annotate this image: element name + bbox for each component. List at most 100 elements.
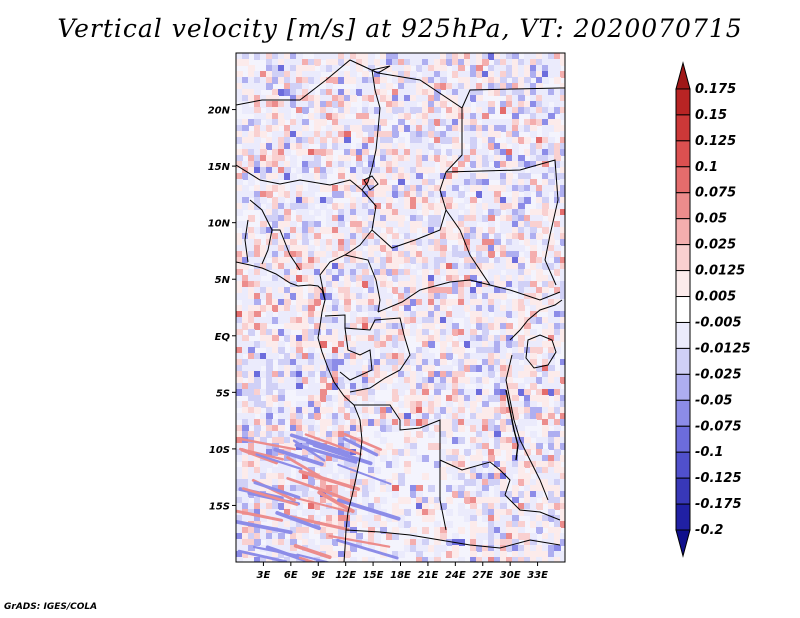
field-cell (404, 305, 411, 312)
field-cell (530, 317, 537, 324)
field-cell (494, 533, 501, 540)
lon-tick-label: 3E (257, 570, 271, 581)
field-cell (548, 185, 555, 192)
field-cell (422, 149, 429, 156)
field-cell (536, 299, 543, 306)
field-cell (446, 119, 453, 126)
field-cell (380, 173, 387, 180)
field-cell (260, 305, 267, 312)
field-cell (434, 377, 441, 384)
field-cell (464, 359, 471, 366)
field-cell (488, 107, 495, 114)
field-cell (476, 533, 483, 540)
field-cell (506, 149, 513, 156)
field-cell (488, 341, 495, 348)
field-cell (548, 95, 555, 102)
field-cell (248, 317, 255, 324)
field-cell (542, 179, 549, 186)
field-cell (560, 179, 565, 186)
field-cell (248, 401, 255, 408)
field-cell (506, 161, 513, 168)
field-cell (476, 557, 483, 562)
field-cell (518, 491, 525, 498)
field-cell (302, 377, 309, 384)
field-cell (482, 59, 489, 66)
field-cell (488, 191, 495, 198)
field-cell (464, 119, 471, 126)
field-cell (428, 299, 435, 306)
field-cell (542, 263, 549, 270)
field-cell (554, 281, 561, 288)
field-cell (434, 287, 441, 294)
field-cell (416, 107, 423, 114)
field-cell (290, 245, 297, 252)
field-cell (278, 137, 285, 144)
field-cell (302, 269, 309, 276)
field-cell (422, 221, 429, 228)
field-cell (560, 389, 565, 396)
field-cell (344, 353, 351, 360)
field-cell (512, 359, 519, 366)
field-cell (254, 257, 261, 264)
field-cell (542, 197, 549, 204)
field-cell (506, 275, 513, 282)
field-cell (344, 467, 351, 474)
field-cell (494, 233, 501, 240)
field-cell (410, 407, 417, 414)
field-cell (338, 461, 345, 468)
field-cell (476, 539, 483, 546)
field-cell (536, 197, 543, 204)
field-cell (446, 167, 453, 174)
field-cell (518, 155, 525, 162)
field-cell (536, 101, 543, 108)
field-cell (500, 119, 507, 126)
field-cell (386, 209, 393, 216)
field-streak (317, 490, 355, 514)
field-cell (272, 203, 279, 210)
field-cell (494, 239, 501, 246)
field-cell (476, 203, 483, 210)
field-cell (524, 551, 531, 558)
field-cell (404, 311, 411, 318)
field-cell (500, 437, 507, 444)
field-cell (470, 263, 477, 270)
field-cell (398, 449, 405, 456)
field-cell (434, 299, 441, 306)
field-cell (332, 359, 339, 366)
field-cell (368, 305, 375, 312)
field-cell (410, 293, 417, 300)
field-cell (434, 419, 441, 426)
field-cell (506, 119, 513, 126)
field-cell (380, 377, 387, 384)
field-cell (248, 299, 255, 306)
field-cell (548, 371, 555, 378)
field-cell (506, 311, 513, 318)
field-cell (542, 185, 549, 192)
colorbar-segment (675, 321, 691, 349)
field-cell (392, 167, 399, 174)
field-cell (326, 545, 333, 552)
field-cell (272, 65, 279, 72)
field-cell (332, 335, 339, 342)
field-cell (368, 257, 375, 264)
field-cell (488, 287, 495, 294)
field-cell (326, 359, 333, 366)
field-cell (350, 197, 357, 204)
field-cell (272, 245, 279, 252)
field-cell (542, 515, 549, 522)
field-cell (524, 65, 531, 72)
field-cell (272, 173, 279, 180)
field-cell (392, 527, 399, 534)
field-cell (302, 533, 309, 540)
field-cell (548, 155, 555, 162)
field-cell (332, 293, 339, 300)
field-cell (332, 275, 339, 282)
field-cell (314, 251, 321, 258)
field-cell (488, 527, 495, 534)
field-cell (482, 341, 489, 348)
field-cell (500, 491, 507, 498)
field-cell (272, 293, 279, 300)
field-cell (302, 467, 309, 474)
field-cell (524, 461, 531, 468)
field-cell (416, 365, 423, 372)
